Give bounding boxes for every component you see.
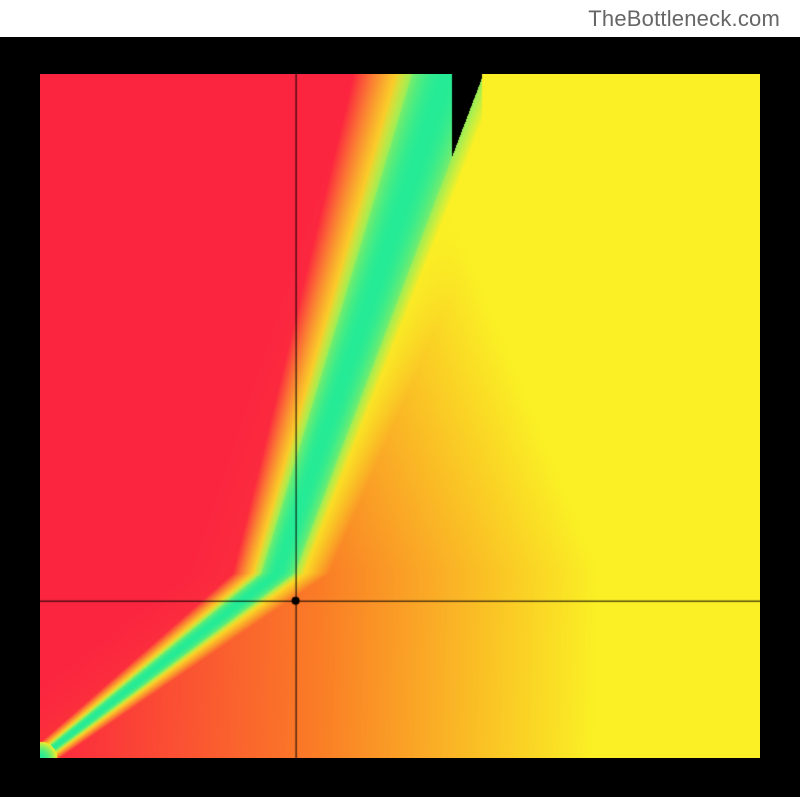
bottleneck-heatmap-canvas <box>40 74 760 758</box>
chart-stage: TheBottleneck.com <box>0 0 800 800</box>
watermark-text: TheBottleneck.com <box>588 6 780 32</box>
